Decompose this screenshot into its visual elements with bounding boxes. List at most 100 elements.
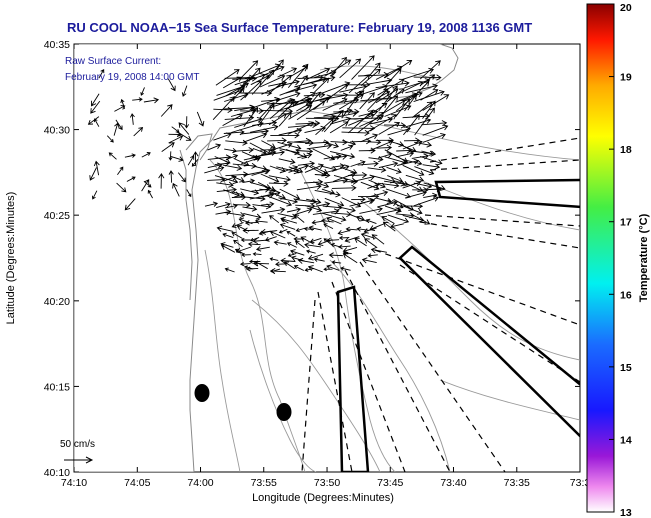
current-vector [90,100,101,114]
current-vector [181,85,188,97]
current-vector [224,267,235,273]
current-vector [323,238,332,246]
current-vector [158,173,165,189]
current-vector [420,89,439,101]
current-vector [280,216,298,224]
current-vector [378,121,401,135]
current-vector [293,264,305,271]
current-vector [279,188,301,200]
colorbar-tick-label: 20 [620,2,632,14]
current-vector [268,175,291,183]
current-vector [290,249,305,256]
current-vector [419,155,443,166]
current-vector [147,189,153,199]
current-vector [422,94,450,111]
current-vector [268,59,284,79]
current-vector [259,74,286,88]
current-vector [168,170,174,183]
current-vector [216,201,231,209]
current-vector [89,167,97,181]
current-vector [410,213,431,225]
current-vector [381,215,395,224]
x-axis: 74:10 74:05 74:00 73:55 73:50 73:45 73:40 73:35… [61,44,590,489]
current-vector [178,132,192,141]
current-vector [314,172,331,179]
current-vector [251,97,280,109]
current-vector [306,198,322,205]
current-vector [277,141,302,151]
current-vector [348,113,375,126]
current-vector [304,267,314,272]
current-vector [91,190,98,200]
colorbar-tick-label: 14 [620,434,632,446]
current-vector [402,158,423,166]
current-vector [422,100,436,119]
current-vectors [87,55,450,275]
current-vector [367,166,387,173]
current-vector [143,97,160,104]
current-vector [204,165,225,174]
current-vector [288,104,313,120]
current-vector [376,207,402,216]
current-vector [251,69,275,95]
current-vector [306,142,333,150]
current-vector [287,252,297,258]
current-vector [401,67,434,81]
colorbar-label: Temperature (°C) [638,213,650,302]
colorbar-tick-label: 13 [620,507,632,518]
current-vector [321,212,347,222]
current-vector [293,236,305,242]
current-vector [234,248,244,255]
current-vector [321,188,335,195]
current-vector [252,147,267,155]
current-vector [230,107,257,117]
current-vector [387,126,411,136]
annotation-raw-surface-current: Raw Surface Current: [65,56,161,67]
current-vector [106,135,114,143]
current-vector [280,257,296,264]
current-vector [356,215,370,223]
current-vector [338,94,364,110]
current-vector [351,55,375,80]
current-vector [414,141,433,148]
x-tick-label: 74:05 [124,477,150,489]
station-marker [194,384,210,402]
colorbar-tick-label: 19 [620,72,632,84]
current-vector [423,182,446,191]
current-vector [332,171,357,183]
x-tick-label: 73:35 [504,477,530,489]
current-vector [287,121,315,135]
current-vector [403,117,432,128]
current-vector [367,253,378,258]
current-vector [341,129,370,136]
current-vector [288,164,309,173]
current-vector [419,60,441,80]
current-vector [270,132,300,139]
current-vector [161,142,175,152]
current-vector [116,182,127,193]
current-vector [242,178,256,184]
current-vector [326,237,340,243]
current-vector [120,98,126,109]
current-vector [214,160,230,167]
current-vector [358,109,379,117]
current-vector [364,238,378,249]
colorbar [586,3,615,513]
current-vector [403,205,423,215]
colorbar-ticks: 13 14 15 16 17 18 19 20 [609,2,632,518]
current-vector [296,100,326,121]
current-vector [269,230,286,239]
current-vector [140,87,145,96]
y-tick-label: 40:15 [44,381,70,393]
current-vector [141,152,151,158]
current-vector [414,166,435,176]
x-tick-label: 73:55 [251,477,277,489]
current-vector [366,190,389,198]
current-vector [275,91,301,102]
current-vector [377,200,398,208]
current-vector [360,181,380,191]
y-tick-label: 40:20 [44,296,70,308]
current-vector [184,116,190,129]
current-vector [361,257,377,264]
current-vector [342,246,358,254]
